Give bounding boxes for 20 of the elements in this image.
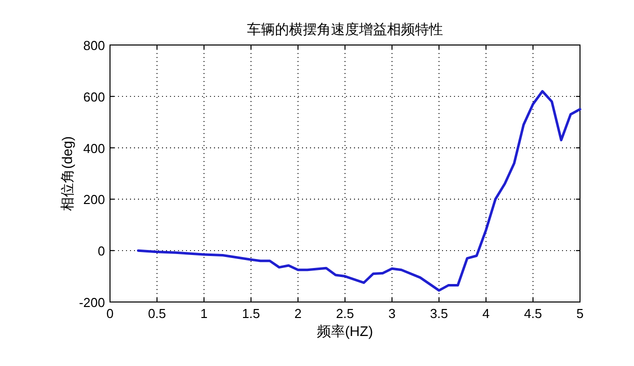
x-tick-label: 4 [482,306,490,321]
y-axis-title: 相位角(deg) [59,136,75,211]
x-tick-label: 1.5 [242,306,260,321]
x-axis-title: 频率(HZ) [317,323,373,339]
x-tick-label: 3 [388,306,396,321]
y-tick-label: 800 [83,38,105,53]
x-tick-label: 3.5 [430,306,448,321]
x-tick-label: 0.5 [148,306,166,321]
y-tick-label: 200 [83,192,105,208]
x-tick-label: 2.5 [336,306,354,321]
chart-title: 车辆的横摆角速度增益相频特性 [247,21,443,37]
y-tick-label: -200 [78,295,105,310]
line-series [136,90,582,292]
x-tick-label: 5 [576,306,584,321]
x-tick-label: 2 [294,306,302,321]
x-tick-label: 1 [200,306,208,321]
y-tick-label: 600 [83,89,105,104]
x-tick-label: 4.5 [524,306,542,321]
y-tick-label: 0 [98,244,105,259]
y-tick-label: 400 [83,140,105,156]
